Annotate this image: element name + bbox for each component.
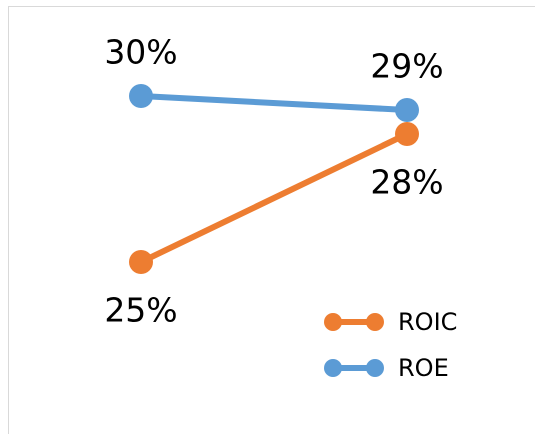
data-label: 29% xyxy=(370,47,443,86)
legend-marker xyxy=(324,313,342,331)
line xyxy=(138,93,410,113)
point xyxy=(129,250,153,274)
point xyxy=(129,84,153,108)
data-label: 28% xyxy=(370,163,443,202)
data-label: 25% xyxy=(104,291,177,330)
line xyxy=(138,131,410,265)
legend-marker xyxy=(324,359,342,377)
legend-label: ROIC xyxy=(398,308,457,336)
point xyxy=(395,98,419,122)
data-label: 30% xyxy=(104,33,177,72)
legend-marker xyxy=(366,359,384,377)
legend-marker xyxy=(366,313,384,331)
chart-frame xyxy=(8,6,535,434)
legend-label: ROE xyxy=(398,354,449,382)
point xyxy=(395,122,419,146)
